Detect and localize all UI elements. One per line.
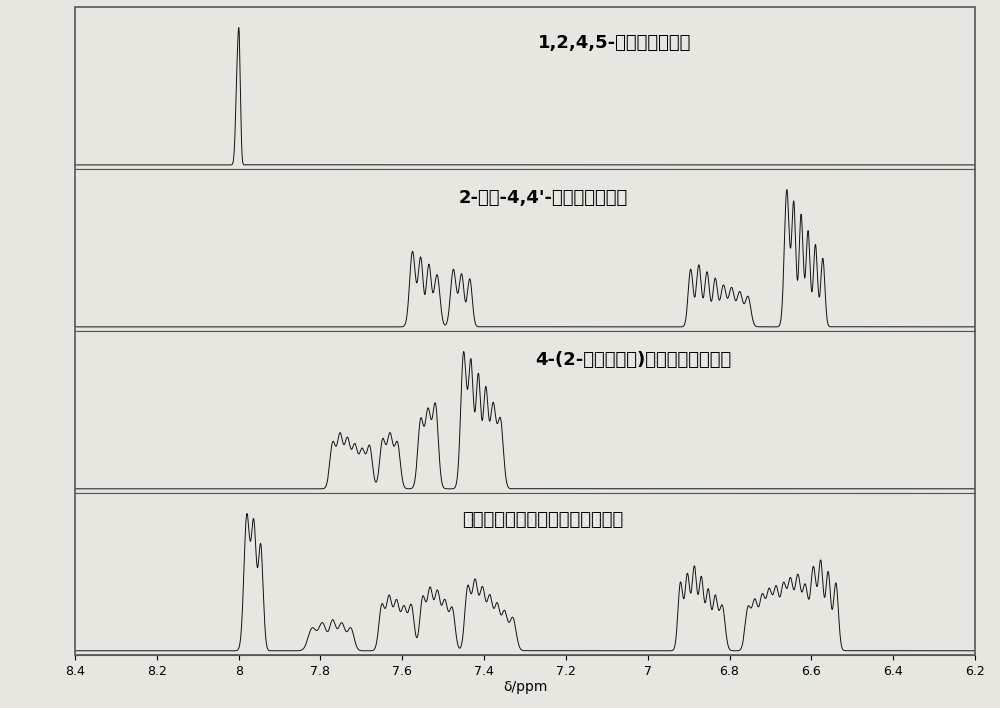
X-axis label: δ/ppm: δ/ppm	[503, 680, 547, 695]
Text: 1,2,4,5-苯四甲酸二乙酯: 1,2,4,5-苯四甲酸二乙酯	[538, 34, 692, 52]
Text: 2-苯基-4,4'-二氨基二苯基醚: 2-苯基-4,4'-二氨基二苯基醚	[458, 189, 628, 207]
Text: 末端改性聚酰亚胺树脂原料组合物: 末端改性聚酰亚胺树脂原料组合物	[462, 511, 624, 530]
Text: 4-(2-苯基乙決基)邻苯二甲酸单甲酯: 4-(2-苯基乙決基)邻苯二甲酸单甲酯	[535, 351, 731, 369]
